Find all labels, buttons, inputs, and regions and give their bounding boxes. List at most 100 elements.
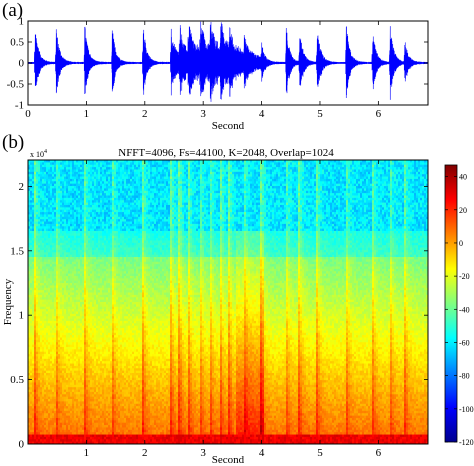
spectrogram-cell [78,349,80,352]
spectrogram-cell [62,198,64,201]
spectrogram-cell [70,401,72,404]
spectrogram-cell [76,174,78,177]
spectrogram-cell [64,285,66,288]
spectrogram-cell [88,174,90,177]
spectrogram-cell [50,177,52,180]
spectrogram-cell [42,196,44,199]
spectrogram-cell [78,252,80,255]
spectrogram-cell [38,435,40,438]
spectrogram-cell [70,205,72,208]
spectrogram-cell [104,404,106,407]
spectrogram-cell [52,219,54,222]
spectrogram-cell [100,340,102,343]
spectrogram-cell [52,288,54,291]
spectrogram-cell [30,423,32,426]
spectrogram-cell [82,264,84,267]
spectrogram-cell [60,295,62,298]
spectrogram-cell [96,354,98,357]
spectrogram-cell [64,226,66,229]
spectrogram-cell [76,366,78,369]
spectrogram-cell [50,390,52,393]
spectrogram-cell [40,267,42,270]
spectrogram-cell [36,333,38,336]
spectrogram-cell [32,243,34,246]
spectrogram-cell [66,217,68,220]
spectrogram-cell [96,390,98,393]
spectrogram-cell [70,439,72,442]
spectrogram-cell [30,409,32,412]
spectrogram-cell [40,399,42,402]
spectrogram-cell [30,205,32,208]
spectrogram-cell [102,333,104,336]
spectrogram-cell [44,207,46,210]
spectrogram-cell [92,319,94,322]
spectrogram-cell [92,300,94,303]
spectrogram-cell [48,338,50,341]
spectrogram-cell [70,184,72,187]
spectrogram-cell [50,435,52,438]
spectrogram-cell [52,184,54,187]
spectrogram-cell [74,347,76,350]
spectrogram-cell [98,373,100,376]
spectrogram-cell [56,345,58,348]
spectrogram-cell [106,169,108,172]
spectrogram-cell [82,437,84,440]
spectrogram-cell [40,416,42,419]
spectrogram-cell [60,271,62,274]
spectrogram-cell [38,371,40,374]
spectrogram-cell [32,380,34,383]
spectrogram-cell [42,342,44,345]
spectrogram-cell [48,307,50,310]
spectrogram-cell [80,240,82,243]
spectrogram-cell [94,418,96,421]
spectrogram-cell [78,212,80,215]
spectrogram-cell [64,340,66,343]
spectrogram-cell [84,191,86,194]
spectrogram-cell [58,359,60,362]
spectrogram-cell [30,278,32,281]
spectrogram-cell [76,375,78,378]
spectrogram-cell [32,269,34,272]
spectrogram-cell [98,375,100,378]
spectrogram-cell [50,274,52,277]
spectrogram-cell [52,364,54,367]
spectrogram-cell [58,335,60,338]
spectrogram-cell [94,359,96,362]
spectrogram-cell [100,179,102,182]
spectrogram-cell [86,252,88,255]
spectrogram-cell [44,321,46,324]
spectrogram-cell [98,238,100,241]
spectrogram-cell [74,330,76,333]
spectrogram-cell [30,252,32,255]
spectrogram-cell [84,174,86,177]
spectrogram-cell [96,340,98,343]
spectrogram-cell [72,352,74,355]
spectrogram-cell [84,311,86,314]
spectrogram-cell [62,207,64,210]
spectrogram-cell [90,179,92,182]
spectrogram-cell [40,314,42,317]
spectrogram-cell [36,439,38,442]
spectrogram-cell [50,165,52,168]
spectrogram-cell [92,304,94,307]
spectrogram-cell [36,340,38,343]
spectrogram-cell [92,349,94,352]
spectrogram-cell [104,380,106,383]
spectrogram-cell [86,271,88,274]
spectrogram-cell [96,368,98,371]
spectrogram-cell [78,390,80,393]
spectrogram-cell [94,394,96,397]
spectrogram-cell [98,435,100,438]
spectrogram-cell [86,165,88,168]
spectrogram-cell [30,404,32,407]
spectrogram-cell [82,222,84,225]
spectrogram-cell [54,293,56,296]
spectrogram-cell [70,385,72,388]
spectrogram-cell [46,198,48,201]
spectrogram-cell [58,354,60,357]
spectrogram-cell [106,338,108,341]
spectrogram-cell [36,236,38,239]
spectrogram-cell [42,238,44,241]
spectrogram-cell [96,290,98,293]
spectrogram-cell [56,401,58,404]
